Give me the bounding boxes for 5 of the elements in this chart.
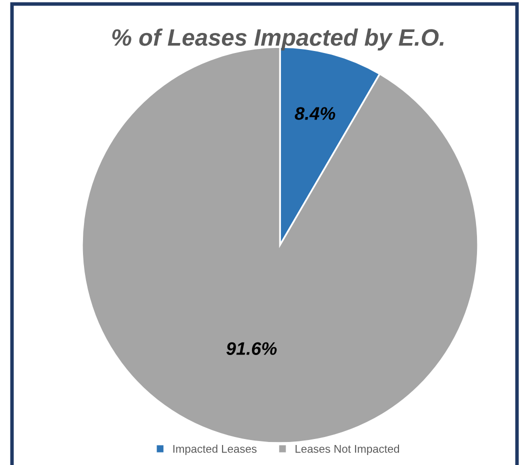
data-label: 8.4% bbox=[294, 107, 336, 120]
chart-title: % of Leases Impacted by E.O. bbox=[112, 28, 444, 51]
legend-label: Impacted Leases bbox=[173, 444, 257, 455]
data-label: 91.6% bbox=[226, 342, 277, 355]
legend-label: Leases Not Impacted bbox=[296, 444, 400, 455]
